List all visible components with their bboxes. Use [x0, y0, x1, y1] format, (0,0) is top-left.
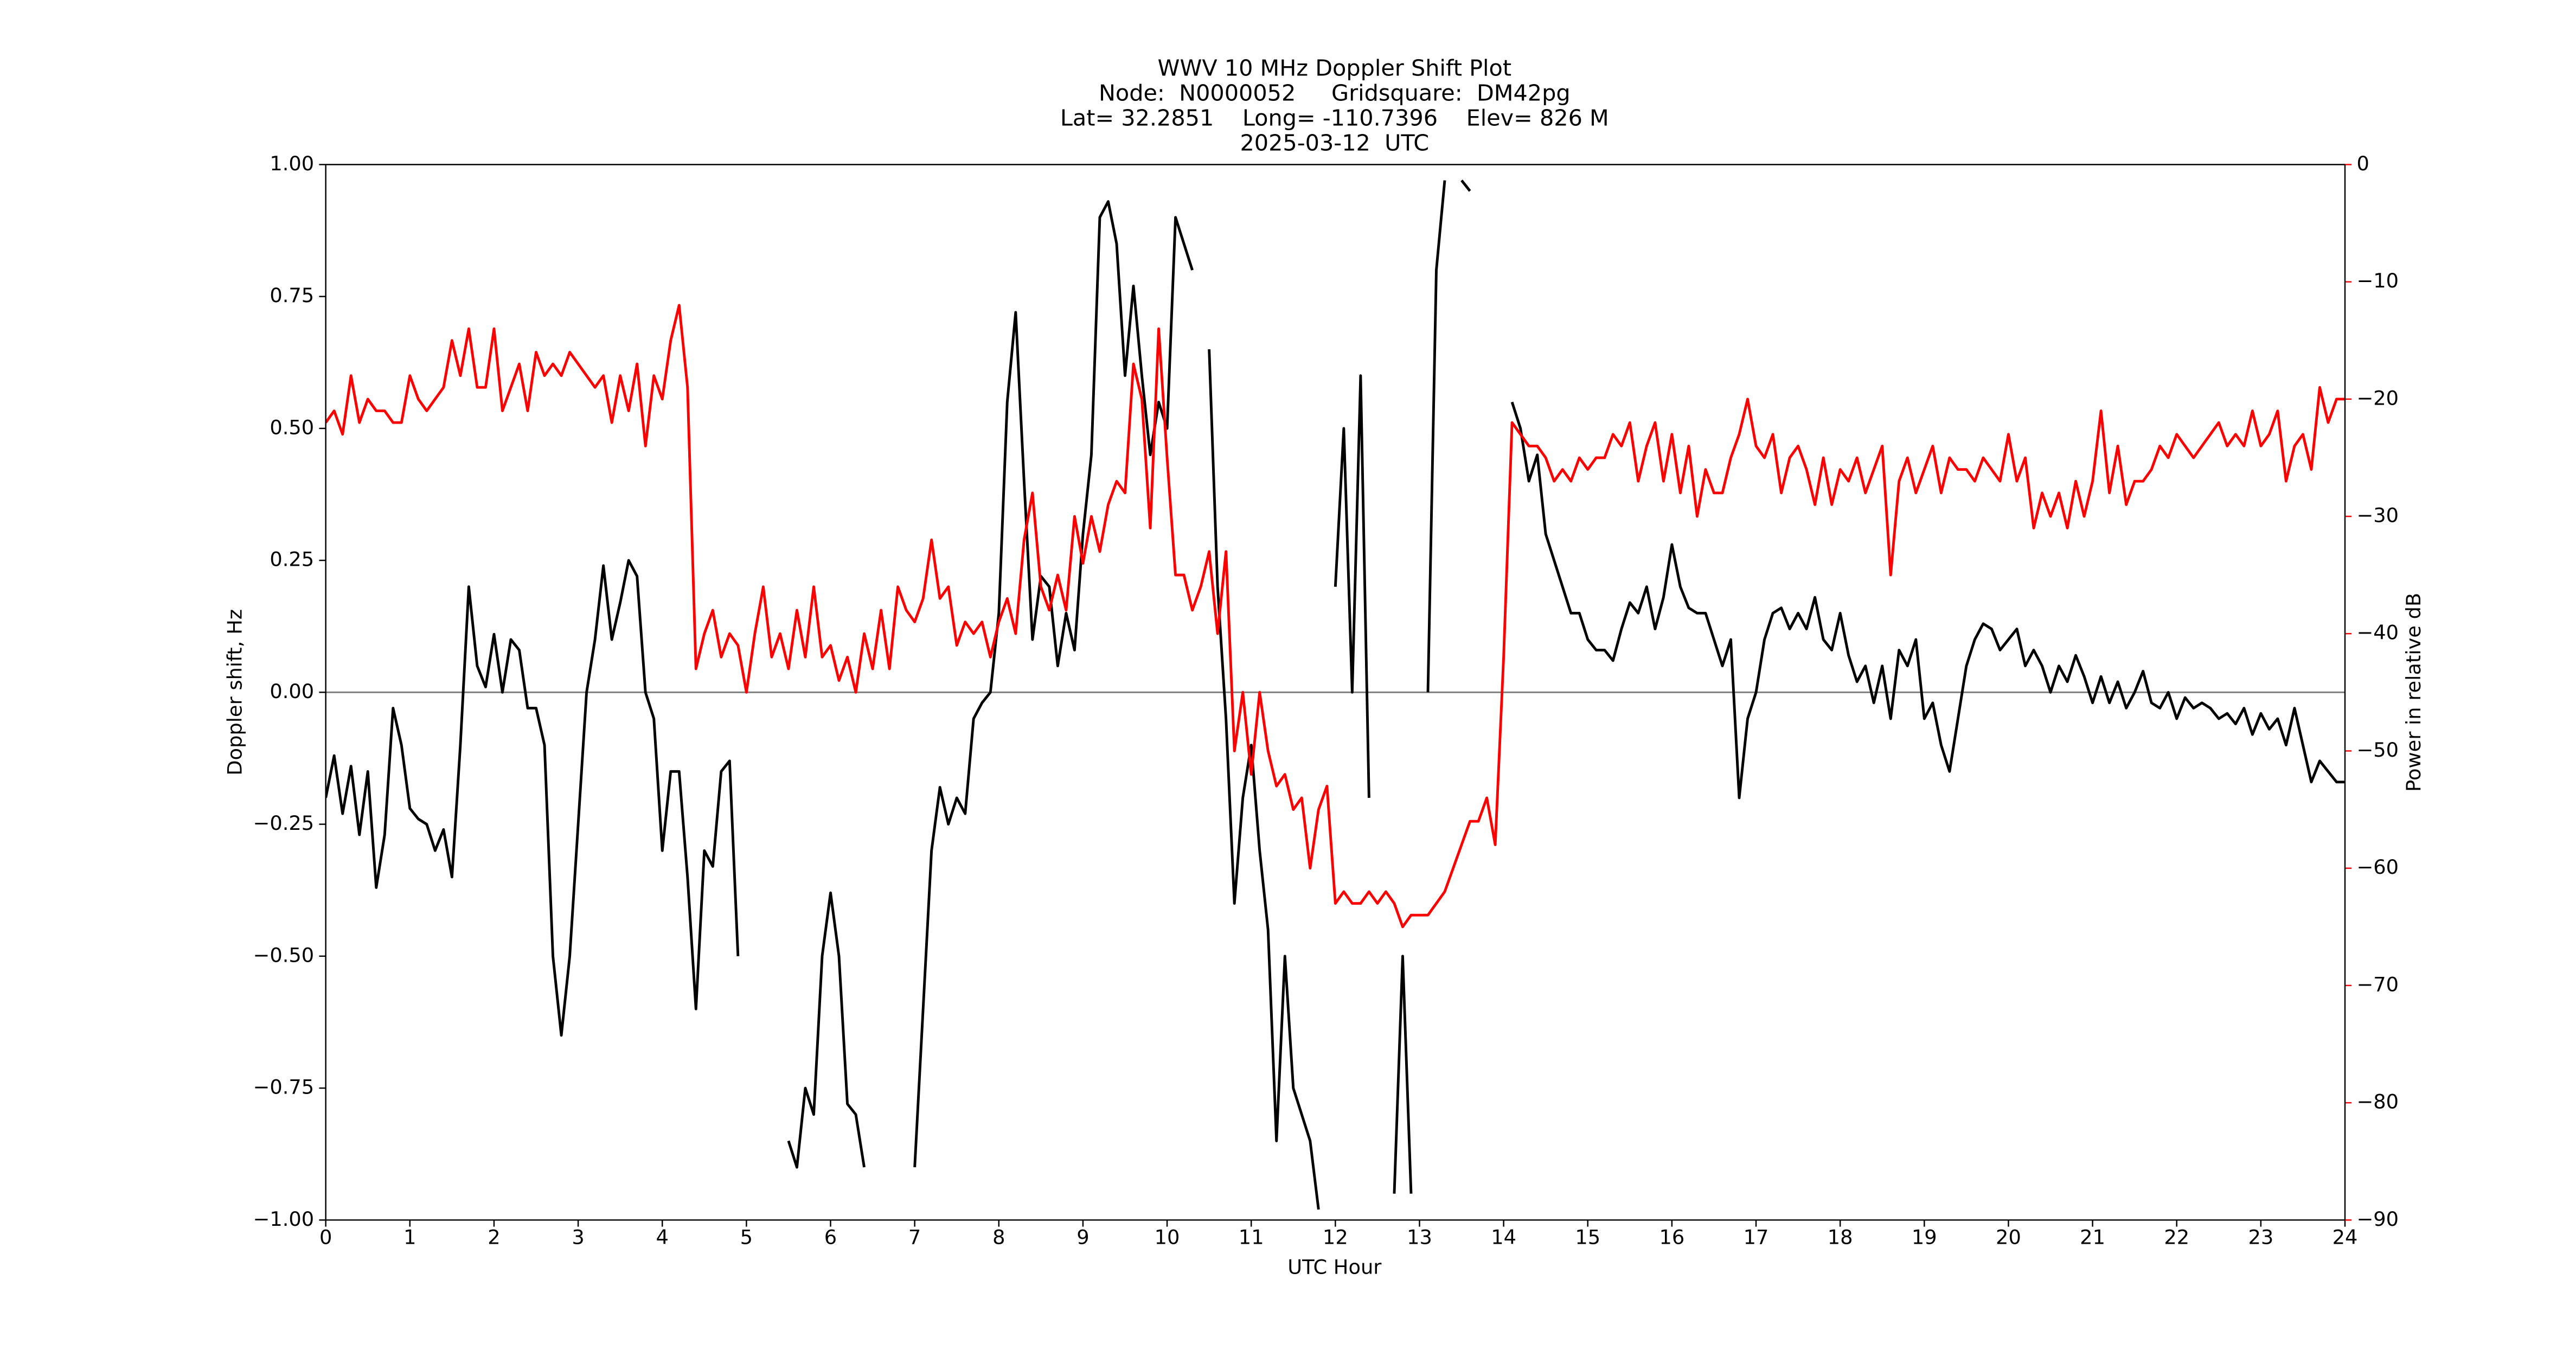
y2-tick-label: −90	[2356, 1207, 2399, 1231]
x-tick-label: 0	[319, 1226, 332, 1249]
x-tick-label: 7	[908, 1226, 921, 1249]
y-axis-label: Doppler shift, Hz	[223, 609, 247, 776]
x-tick-label: 20	[1996, 1226, 2021, 1249]
y2-axis-label: Power in relative dB	[2402, 593, 2425, 792]
y2-tick-label: −70	[2356, 973, 2399, 996]
x-axis-label: UTC Hour	[1287, 1256, 1382, 1279]
x-tick-label: 1	[403, 1226, 416, 1249]
x-tick-label: 14	[1491, 1226, 1516, 1249]
x-tick-label: 12	[1323, 1226, 1348, 1249]
x-tick-label: 19	[1912, 1226, 1937, 1249]
y-tick-label: 0.75	[270, 284, 314, 307]
y-tick-label: −0.50	[253, 943, 315, 967]
x-tick-label: 15	[1575, 1226, 1600, 1249]
series-line	[325, 304, 2346, 929]
chart-subtitle: Node: N0000052 Gridsquare: DM42pg	[1099, 80, 1571, 106]
x-tick-label: 3	[572, 1226, 584, 1249]
x-tick-label: 17	[1744, 1226, 1769, 1249]
chart-title: WWV 10 MHz Doppler Shift Plot	[1158, 55, 1512, 81]
x-tick-label: 2	[488, 1226, 500, 1249]
chart-subtitle: 2025-03-12 UTC	[1240, 130, 1429, 156]
y2-tick-label: −60	[2356, 855, 2399, 879]
x-tick-label: 5	[740, 1226, 753, 1249]
x-tick-label: 13	[1407, 1226, 1432, 1249]
chart-subtitle: Lat= 32.2851 Long= -110.7396 Elev= 826 M	[1060, 105, 1609, 131]
y-tick-label: −1.00	[253, 1207, 315, 1231]
y2-tick-label: −30	[2356, 504, 2399, 527]
y2-tick-label: −50	[2356, 738, 2399, 762]
x-tick-label: 8	[992, 1226, 1005, 1249]
x-tick-label: 9	[1076, 1226, 1089, 1249]
x-tick-label: 10	[1155, 1226, 1180, 1249]
x-tick-label: 24	[2333, 1226, 2358, 1249]
x-tick-label: 22	[2164, 1226, 2189, 1249]
x-tick-label: 4	[656, 1226, 669, 1249]
y-tick-label: 0.00	[270, 680, 314, 703]
y-tick-label: −0.75	[253, 1076, 315, 1099]
y2-tick-label: 0	[2356, 152, 2369, 175]
y-tick-label: 0.50	[270, 415, 314, 439]
x-tick-label: 16	[1659, 1226, 1684, 1249]
y2-tick-label: −10	[2356, 269, 2399, 292]
x-tick-label: 11	[1239, 1226, 1264, 1249]
y2-tick-label: −40	[2356, 621, 2399, 644]
x-tick-label: 18	[1828, 1226, 1853, 1249]
y2-tick-label: −80	[2356, 1090, 2399, 1114]
x-tick-label: 23	[2248, 1226, 2273, 1249]
x-tick-label: 21	[2080, 1226, 2105, 1249]
series-line	[325, 180, 2346, 1210]
y-tick-label: −0.25	[253, 811, 315, 835]
x-tick-label: 6	[824, 1226, 837, 1249]
y2-tick-label: −20	[2356, 386, 2399, 410]
y-tick-label: 1.00	[270, 152, 314, 175]
y-tick-label: 0.25	[270, 548, 314, 571]
